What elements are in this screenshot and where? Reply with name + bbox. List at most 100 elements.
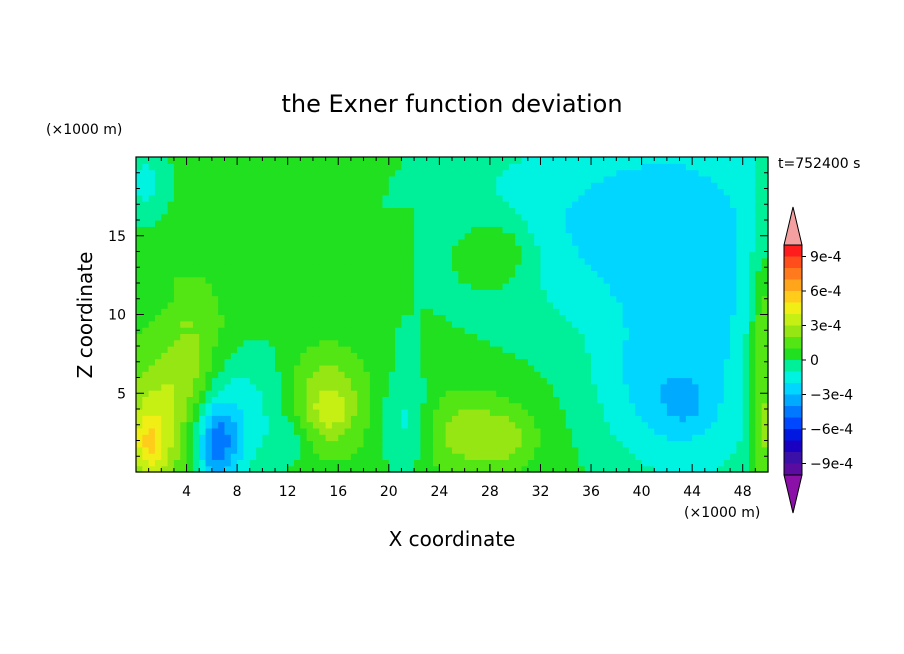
heatmap-cell [534,220,542,227]
heatmap-cell [704,226,712,234]
heatmap-cell [192,421,200,429]
heatmap-cell [256,465,263,473]
heatmap-cell [249,226,257,234]
heatmap-cell [350,301,358,309]
heatmap-cell [742,175,750,183]
heatmap-cell [660,364,668,372]
heatmap-cell [167,465,175,473]
heatmap-cell [597,409,605,416]
heatmap-cell [742,301,750,309]
heatmap-cell [268,390,276,397]
heatmap-cell [521,390,529,397]
heatmap-cell [382,245,390,253]
heatmap-cell [496,390,504,397]
heatmap-cell [281,169,289,177]
heatmap-cell [496,333,504,341]
heatmap-cell [414,207,421,215]
heatmap-cell [300,427,308,435]
heatmap-cell [666,226,674,234]
heatmap-cell [553,339,561,347]
heatmap-cell [287,182,295,190]
heatmap-cell [382,308,390,316]
heatmap-cell [717,238,725,246]
heatmap-cell [211,446,219,454]
heatmap-cell [363,320,371,328]
heatmap-cell [256,276,263,284]
heatmap-cell [723,459,731,467]
heatmap-cell [610,175,617,183]
heatmap-cell [325,371,333,379]
heatmap-cell [508,465,516,473]
heatmap-cell [628,440,636,448]
heatmap-cell [167,257,175,265]
heatmap-cell [205,333,213,341]
heatmap-cell [641,327,649,334]
heatmap-cell [142,283,150,290]
heatmap-cell [205,421,213,429]
heatmap-cell [445,377,453,385]
heatmap-cell [711,333,719,341]
heatmap-cell [350,421,358,429]
heatmap-cell [559,320,567,328]
heatmap-cell [458,339,466,347]
heatmap-cell [420,346,428,353]
heatmap-cell [136,364,143,372]
heatmap-cell [553,377,561,385]
heatmap-cell [192,465,200,473]
heatmap-cell [565,257,573,265]
heatmap-cell [755,396,763,404]
heatmap-cell [426,226,434,234]
heatmap-cell [559,402,567,410]
heatmap-cell [692,314,700,322]
heatmap-cell [331,257,339,265]
heatmap-cell [338,194,346,202]
heatmap-cell [180,333,188,341]
heatmap-cell [249,327,257,334]
heatmap-cell [395,251,403,259]
heatmap-cell [496,383,504,391]
heatmap-cell [414,276,421,284]
heatmap-cell [546,270,554,278]
heatmap-cell [388,333,396,341]
heatmap-cell [628,415,636,423]
heatmap-cell [224,396,232,404]
heatmap-cell [401,245,409,253]
heatmap-cell [249,371,257,379]
heatmap-cell [325,289,333,297]
heatmap-cell [262,371,270,379]
heatmap-cell [635,427,643,435]
heatmap-cell [515,213,523,221]
heatmap-cell [603,283,611,290]
heatmap-cell [470,421,478,429]
heatmap-cell [546,207,554,215]
heatmap-cell [382,352,390,360]
heatmap-cell [654,251,662,259]
heatmap-cell [470,415,478,423]
heatmap-cell [647,238,655,246]
heatmap-cell [736,194,744,202]
heatmap-cell [553,169,561,177]
heatmap-cell [591,251,598,259]
heatmap-cell [622,371,630,379]
heatmap-cell [521,453,529,460]
heatmap-cell [559,415,567,423]
heatmap-cell [148,213,156,221]
heatmap-cell [717,157,725,164]
heatmap-cell [180,320,188,328]
heatmap-cell [148,157,156,164]
heatmap-cell [673,377,681,385]
heatmap-cell [464,453,472,460]
heatmap-cell [237,163,245,171]
heatmap-cell [218,264,226,271]
heatmap-cell [553,402,561,410]
heatmap-cell [584,383,592,391]
heatmap-cell [186,459,194,467]
heatmap-cell [319,396,327,404]
heatmap-cell [363,415,371,423]
heatmap-cell [628,459,636,467]
heatmap-cell [641,320,649,328]
heatmap-cell [616,289,624,297]
heatmap-cell [369,383,377,391]
heatmap-cell [142,364,150,372]
heatmap-cell [281,308,289,316]
